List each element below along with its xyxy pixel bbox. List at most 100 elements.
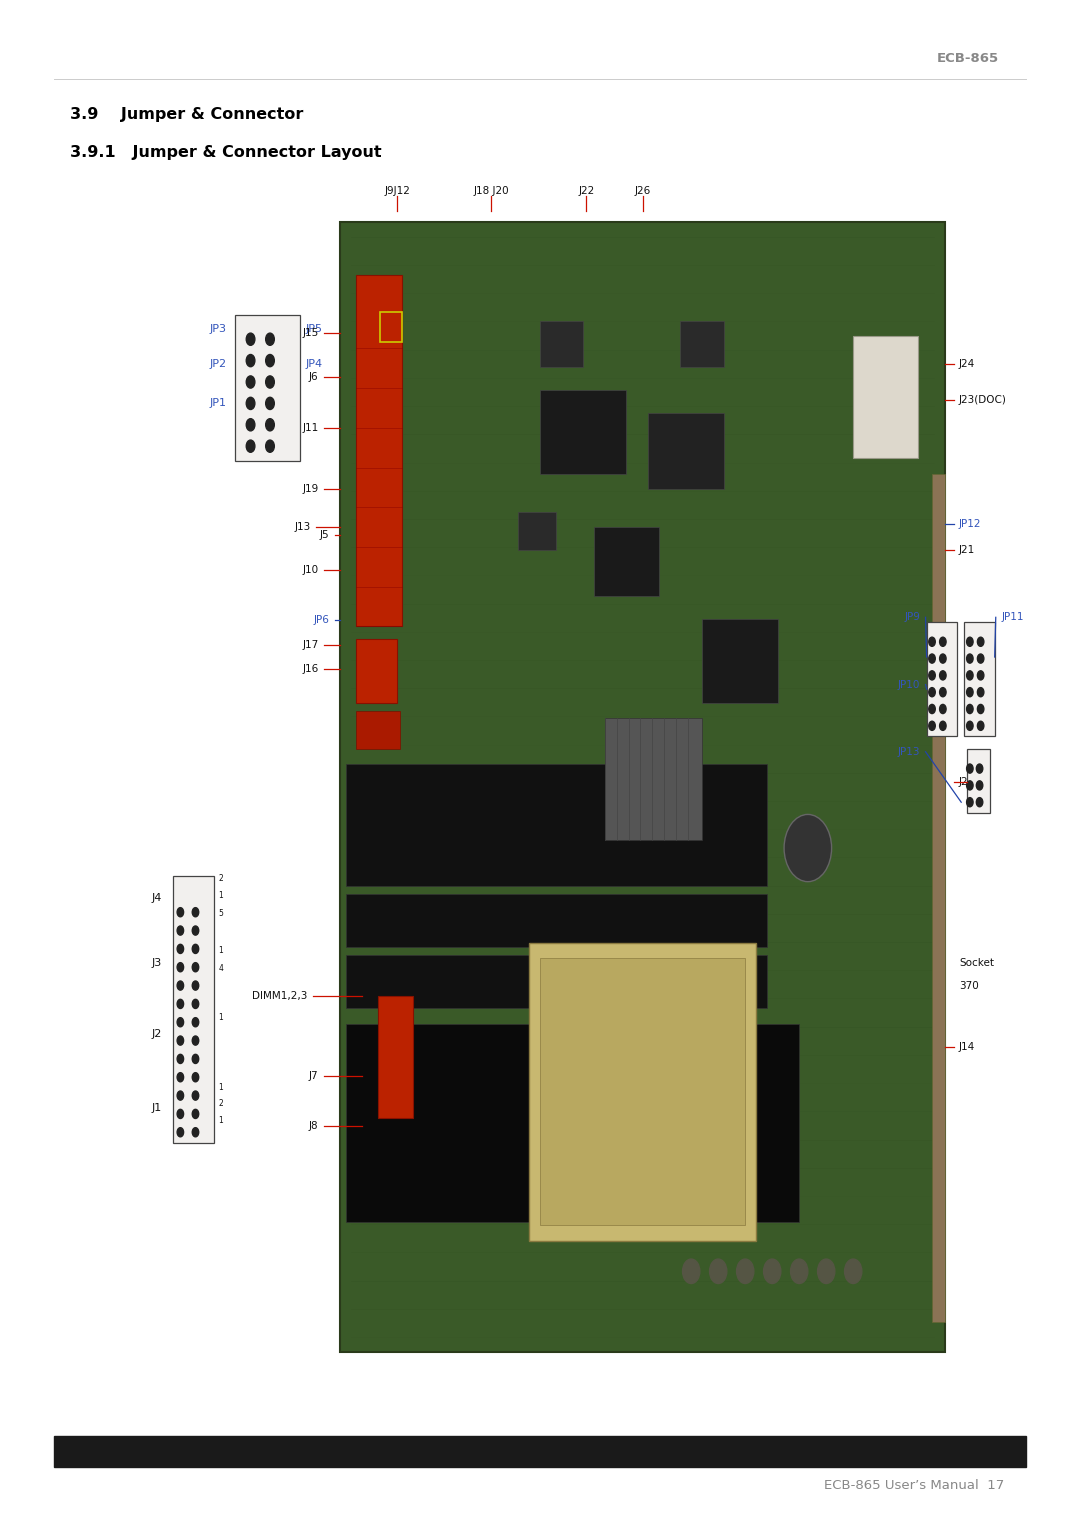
Circle shape <box>192 1036 199 1045</box>
Circle shape <box>967 654 973 663</box>
Circle shape <box>192 981 199 990</box>
Circle shape <box>940 637 946 646</box>
Circle shape <box>177 1018 184 1027</box>
Circle shape <box>246 376 255 388</box>
Circle shape <box>710 1259 727 1284</box>
Bar <box>540 390 626 474</box>
Bar <box>380 312 402 342</box>
Circle shape <box>266 376 274 388</box>
Circle shape <box>192 1073 199 1082</box>
Bar <box>356 711 400 749</box>
Circle shape <box>266 440 274 452</box>
Circle shape <box>177 1109 184 1118</box>
Circle shape <box>246 354 255 367</box>
Circle shape <box>192 1109 199 1118</box>
Circle shape <box>177 981 184 990</box>
Circle shape <box>737 1259 754 1284</box>
Text: J26: J26 <box>634 185 651 196</box>
Text: 1: 1 <box>218 1083 222 1093</box>
Circle shape <box>791 1259 808 1284</box>
Circle shape <box>967 637 973 646</box>
Circle shape <box>784 814 832 882</box>
Text: 4: 4 <box>218 964 224 973</box>
Bar <box>378 996 413 1118</box>
Text: JP11: JP11 <box>1001 613 1024 622</box>
Circle shape <box>246 397 255 410</box>
Text: J2: J2 <box>151 1030 162 1039</box>
Circle shape <box>192 1054 199 1063</box>
Circle shape <box>683 1259 700 1284</box>
Text: 5: 5 <box>218 909 224 918</box>
Text: J25: J25 <box>959 778 975 787</box>
Text: J22: J22 <box>578 185 595 196</box>
Text: JP4: JP4 <box>306 359 323 368</box>
Bar <box>540 958 745 1225</box>
Bar <box>680 321 724 367</box>
Circle shape <box>192 944 199 953</box>
Bar <box>340 222 945 1352</box>
Text: 1: 1 <box>218 946 222 955</box>
Bar <box>529 943 756 1241</box>
Circle shape <box>177 963 184 972</box>
Circle shape <box>192 1128 199 1137</box>
Circle shape <box>929 637 935 646</box>
Circle shape <box>177 926 184 935</box>
Text: J3: J3 <box>152 958 162 967</box>
Text: J11: J11 <box>302 423 319 432</box>
Circle shape <box>929 688 935 697</box>
Circle shape <box>192 1018 199 1027</box>
Bar <box>967 749 990 813</box>
Circle shape <box>266 354 274 367</box>
Text: J1: J1 <box>152 1103 162 1112</box>
Bar <box>346 894 767 947</box>
Text: JP12: JP12 <box>959 520 982 529</box>
Circle shape <box>246 440 255 452</box>
Circle shape <box>967 688 973 697</box>
Text: ECB-865: ECB-865 <box>936 52 999 64</box>
Circle shape <box>818 1259 835 1284</box>
Text: 2: 2 <box>218 1099 222 1108</box>
Bar <box>346 1024 799 1222</box>
Bar <box>54 1436 1026 1467</box>
Text: J5: J5 <box>320 530 329 539</box>
Circle shape <box>177 1054 184 1063</box>
Circle shape <box>977 671 984 680</box>
Text: J8: J8 <box>309 1122 319 1131</box>
Text: J18 J20: J18 J20 <box>474 185 509 196</box>
Text: J24: J24 <box>959 359 975 368</box>
Text: J9J12: J9J12 <box>384 185 410 196</box>
Bar <box>235 315 300 461</box>
Circle shape <box>192 1091 199 1100</box>
Text: JP9: JP9 <box>904 613 920 622</box>
Circle shape <box>929 721 935 730</box>
Text: JP10: JP10 <box>897 680 920 689</box>
Text: 1: 1 <box>218 1013 222 1022</box>
Circle shape <box>177 1073 184 1082</box>
Bar <box>605 718 702 840</box>
Text: J16: J16 <box>302 665 319 674</box>
Circle shape <box>177 1128 184 1137</box>
Text: J10: J10 <box>302 565 319 575</box>
Bar <box>356 639 397 703</box>
Bar <box>540 321 583 367</box>
Text: DIMM1,2,3: DIMM1,2,3 <box>253 992 308 1001</box>
Circle shape <box>177 908 184 917</box>
Circle shape <box>192 908 199 917</box>
Circle shape <box>940 721 946 730</box>
Text: J14: J14 <box>959 1042 975 1051</box>
Bar <box>346 764 767 886</box>
Circle shape <box>967 798 973 807</box>
Circle shape <box>967 781 973 790</box>
Text: 2: 2 <box>218 874 222 883</box>
Text: JP13: JP13 <box>897 747 920 756</box>
Circle shape <box>967 671 973 680</box>
Text: 3.9    Jumper & Connector: 3.9 Jumper & Connector <box>70 107 303 122</box>
Text: J19: J19 <box>302 484 319 494</box>
Text: 1: 1 <box>218 1115 222 1125</box>
Bar <box>702 619 778 703</box>
Circle shape <box>976 798 983 807</box>
Text: J21: J21 <box>959 545 975 555</box>
Circle shape <box>177 1091 184 1100</box>
Circle shape <box>940 688 946 697</box>
Circle shape <box>977 721 984 730</box>
